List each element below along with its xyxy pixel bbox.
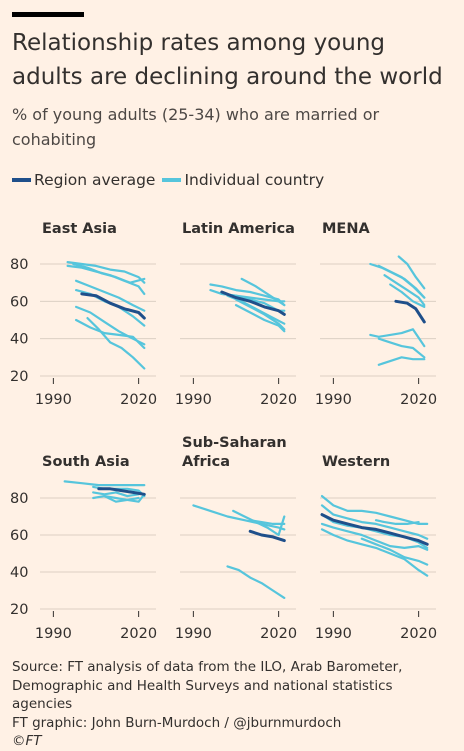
- legend-swatch-country: [162, 178, 182, 182]
- y-tick-label: 60: [10, 528, 28, 544]
- country-line-sub-saharan-africa: [249, 519, 286, 525]
- country-line-latin-america: [209, 283, 286, 307]
- x-tick-label: 2020: [260, 626, 297, 642]
- country-line-sub-saharan-africa: [232, 509, 286, 537]
- region-average-line-south-asia: [97, 487, 146, 496]
- x-tick-label: 1990: [175, 392, 212, 408]
- small-multiples-chart: East Asia 20 40 60 80 1990 2020 Latin America 19…: [10, 221, 437, 642]
- country-line-western: [320, 528, 429, 577]
- x-tick-label: 2020: [260, 392, 297, 408]
- panel-title-south-asia: South Asia: [42, 454, 130, 470]
- country-line-latin-america: [234, 303, 286, 333]
- country-line-mena: [369, 262, 426, 299]
- panel-title-latin-america: Latin America: [182, 221, 295, 237]
- ft-top-bar: [12, 12, 84, 17]
- region-average-line-east-asia: [80, 292, 146, 320]
- x-tick-label: 2020: [120, 626, 157, 642]
- country-line-east-asia: [66, 264, 146, 296]
- country-line-western: [360, 537, 429, 566]
- x-tick-label: 1990: [35, 626, 72, 642]
- country-line-south-asia: [92, 491, 140, 498]
- panel-title-sub-saharan-africa: Africa: [182, 454, 230, 470]
- country-line-south-asia: [92, 493, 146, 503]
- country-line-east-asia: [72, 262, 146, 284]
- country-line-mena: [397, 255, 426, 290]
- panel-title-east-asia: East Asia: [42, 221, 117, 237]
- country-line-sub-saharan-africa: [192, 504, 286, 531]
- country-line-latin-america: [234, 298, 286, 331]
- country-line-mena: [369, 328, 426, 348]
- country-line-mena: [389, 283, 426, 309]
- source-text: Source: FT analysis of data from the ILO…: [12, 659, 403, 712]
- legend-item-country: Individual country: [162, 168, 324, 192]
- legend: Region average Individual country: [12, 168, 331, 192]
- country-line-east-asia: [74, 279, 146, 312]
- y-tick-label: 20: [10, 369, 28, 385]
- country-line-mena: [377, 356, 426, 366]
- legend-swatch-region: [12, 178, 31, 182]
- y-tick-label: 60: [10, 294, 28, 310]
- chart-title: Relationship rates among young adults ar…: [12, 30, 443, 90]
- y-tick-label: 80: [10, 491, 28, 507]
- region-average-line-mena: [394, 299, 426, 324]
- credit-text: FT graphic: John Burn-Murdoch / @jburnmu…: [12, 714, 342, 731]
- country-line-sub-saharan-africa: [226, 565, 286, 599]
- country-line-mena: [377, 264, 426, 299]
- legend-label-region: Region average: [34, 171, 156, 189]
- chart-subtitle: % of young adults (25-34) who are marrie…: [12, 105, 380, 149]
- panel-title-sub-saharan-africa: Sub-Saharan: [182, 435, 287, 451]
- region-average-line-sub-saharan-africa: [248, 529, 286, 543]
- x-tick-label: 2020: [400, 626, 437, 642]
- ft-logo: ©FT: [12, 733, 42, 749]
- y-tick-label: 20: [10, 602, 28, 618]
- x-tick-label: 1990: [315, 392, 352, 408]
- panel-title-mena: MENA: [322, 221, 370, 237]
- y-tick-label: 80: [10, 257, 28, 273]
- country-line-south-asia: [103, 495, 140, 503]
- x-tick-label: 2020: [120, 392, 157, 408]
- country-line-mena: [383, 274, 426, 307]
- y-tick-label: 40: [10, 332, 28, 348]
- panel-title-western: Western: [322, 454, 390, 470]
- x-tick-label: 1990: [35, 392, 72, 408]
- region-average-line-latin-america: [220, 290, 286, 316]
- country-line-mena: [377, 337, 426, 359]
- country-line-east-asia: [86, 316, 146, 370]
- x-tick-label: 2020: [400, 392, 437, 408]
- country-line-western: [320, 522, 429, 551]
- source-note: Source: FT analysis of data from the ILO…: [12, 658, 457, 751]
- x-tick-label: 1990: [175, 626, 212, 642]
- country-line-western: [374, 519, 420, 525]
- legend-label-country: Individual country: [184, 171, 325, 189]
- country-line-east-asia: [66, 260, 146, 284]
- y-tick-label: 40: [10, 565, 28, 581]
- legend-item-region: Region average: [12, 168, 155, 192]
- country-line-south-asia: [63, 480, 146, 487]
- country-line-east-asia: [74, 318, 146, 350]
- country-line-western: [320, 504, 429, 540]
- region-average-line-western: [320, 513, 429, 546]
- x-tick-label: 1990: [315, 626, 352, 642]
- country-line-western: [320, 495, 429, 525]
